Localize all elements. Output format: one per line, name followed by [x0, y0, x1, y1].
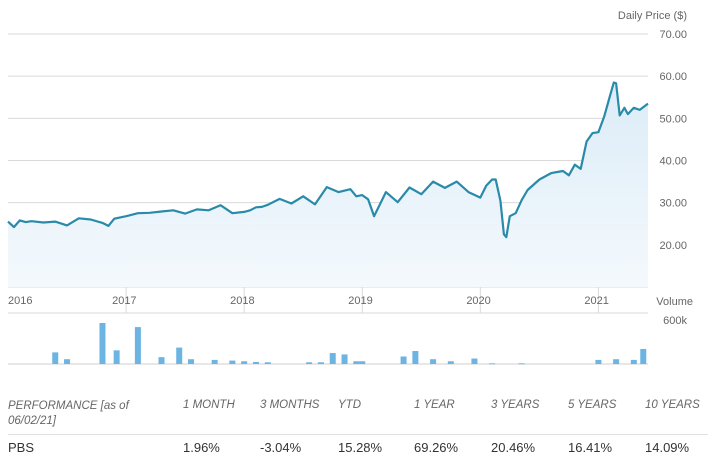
period-1-month: 1 MONTH [183, 399, 235, 411]
volume-bar [99, 323, 106, 364]
volume-bar [412, 351, 419, 364]
volume-bar [158, 357, 165, 364]
volume-bar [52, 352, 59, 364]
x-tick-label: 2017 [112, 295, 136, 307]
volume-bar [264, 362, 271, 364]
price-line [7, 81, 649, 239]
value-3-years: 20.46% [491, 440, 536, 455]
x-tick-label: 2020 [466, 295, 490, 307]
volume-bar [241, 361, 248, 364]
volume-label: Volume [656, 296, 693, 308]
volume-bar [630, 359, 637, 364]
period-10-years: 10 YEARS [645, 399, 700, 411]
volume-bar [134, 327, 141, 364]
volume-tick-label: 600k [663, 315, 687, 327]
volume-bar [341, 354, 348, 364]
x-tick-label: 2021 [584, 295, 608, 307]
period-1-year: 1 YEAR [414, 399, 455, 411]
volume-bar [229, 360, 236, 364]
value-3-months: -3.04% [260, 440, 302, 455]
volume-bar [353, 361, 360, 364]
volume-bar [640, 348, 647, 364]
performance-row: PBS 1.96% -3.04% 15.28% 69.26% 20.46% 16… [8, 440, 708, 458]
volume-bar [252, 361, 259, 364]
volume-bar [306, 362, 313, 364]
volume-bar [400, 356, 407, 364]
period-5-years: 5 YEARS [568, 399, 617, 411]
value-1-year: 69.26% [414, 440, 459, 455]
value-5-years: 16.41% [568, 440, 613, 455]
volume-bar [489, 363, 496, 365]
performance-divider [8, 434, 708, 435]
y-axis-label: Daily Price ($) [618, 10, 687, 22]
ticker-label: PBS [8, 440, 35, 455]
y-tick-label: 60.00 [659, 71, 687, 83]
y-tick-label: 30.00 [659, 198, 687, 210]
performance-header-label: PERFORMANCE [as of 06/02/21] [8, 400, 129, 427]
y-tick-label: 50.00 [659, 113, 687, 125]
volume-bar [613, 359, 620, 364]
volume-bar [176, 347, 183, 364]
volume-bar [329, 353, 336, 364]
y-tick-label: 20.00 [659, 240, 687, 252]
volume-bar [211, 359, 218, 364]
volume-bar [64, 359, 71, 364]
volume-bar [430, 359, 437, 364]
volume-bar [317, 362, 324, 364]
volume-bar [359, 361, 366, 364]
period-3-years: 3 YEARS [491, 399, 540, 411]
y-tick-label: 70.00 [659, 29, 687, 41]
volume-bar [113, 350, 120, 364]
x-tick-label: 2018 [230, 295, 254, 307]
volume-bar [447, 361, 454, 364]
volume-bar [471, 358, 478, 364]
period-ytd: YTD [338, 399, 361, 411]
volume-bar [518, 363, 525, 365]
performance-header: PERFORMANCE [as of 06/02/21] 1 MONTH 3 M… [8, 396, 708, 430]
x-tick-label: 2016 [8, 295, 32, 307]
price-chart: 70.00 60.00 50.00 40.00 30.00 20.00 Daily Pri… [7, 10, 693, 365]
value-1-month: 1.96% [183, 440, 220, 455]
volume-bar [188, 359, 195, 364]
volume-bar [595, 359, 602, 364]
x-tick-label: 2019 [348, 295, 372, 307]
value-ytd: 15.28% [338, 440, 383, 455]
price-area [8, 82, 648, 287]
y-tick-label: 40.00 [659, 156, 687, 168]
period-3-months: 3 MONTHS [260, 399, 320, 411]
value-10-years: 14.09% [645, 440, 690, 455]
